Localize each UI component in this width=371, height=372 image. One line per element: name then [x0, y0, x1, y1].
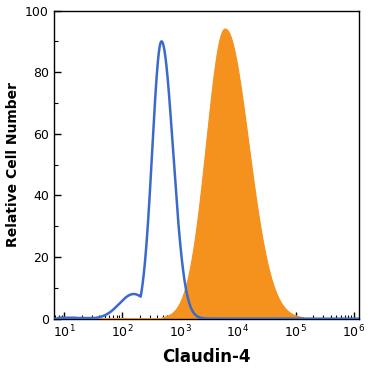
Y-axis label: Relative Cell Number: Relative Cell Number	[6, 82, 20, 247]
X-axis label: Claudin-4: Claudin-4	[162, 349, 251, 366]
